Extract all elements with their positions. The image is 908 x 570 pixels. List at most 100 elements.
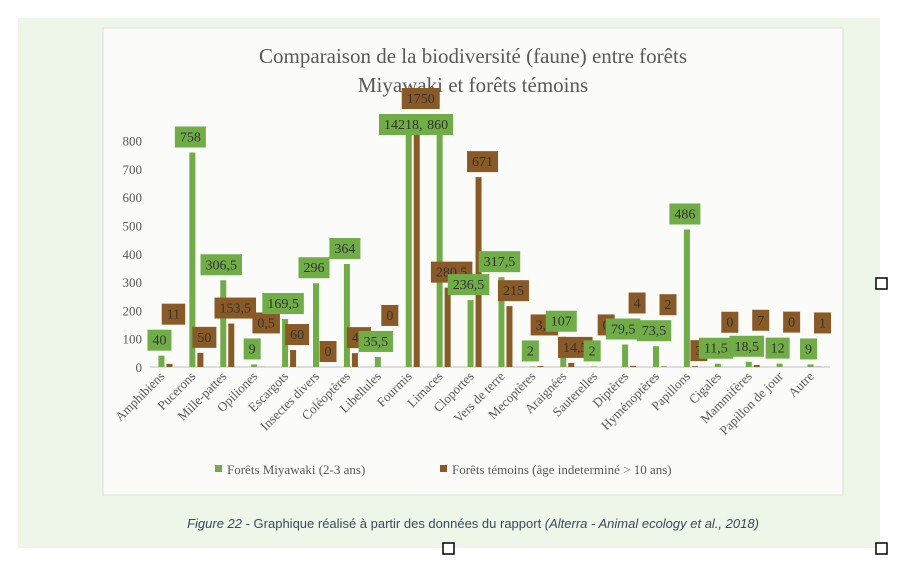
bar bbox=[405, 118, 412, 367]
bar bbox=[444, 287, 451, 367]
data-label-box bbox=[298, 257, 330, 279]
data-label: 1750 bbox=[401, 88, 440, 109]
data-label-text: 40 bbox=[152, 334, 166, 349]
data-label-text: 758 bbox=[180, 131, 201, 146]
data-label-box bbox=[800, 338, 818, 360]
data-label: 12 bbox=[765, 337, 790, 359]
data-label: 296 bbox=[298, 257, 330, 279]
bar bbox=[158, 355, 165, 367]
y-tick-label: 600 bbox=[123, 190, 143, 205]
data-label-text: 35,5 bbox=[364, 335, 389, 350]
data-label-box bbox=[783, 311, 801, 333]
data-label: 306,5 bbox=[200, 254, 243, 276]
data-label-box bbox=[636, 320, 672, 342]
data-label-text: 50 bbox=[197, 331, 211, 346]
bar bbox=[374, 356, 381, 367]
data-label-box bbox=[628, 292, 646, 314]
data-label-box bbox=[252, 312, 280, 334]
bar bbox=[220, 280, 227, 367]
bar bbox=[506, 306, 513, 367]
data-label: 79,5 bbox=[605, 318, 641, 340]
data-label-box bbox=[147, 329, 172, 351]
data-label-box bbox=[200, 254, 243, 276]
bar bbox=[290, 350, 297, 367]
data-label-box bbox=[545, 310, 577, 332]
legend-label: Forêts témoins (âge indeterminé > 10 ans… bbox=[452, 462, 672, 477]
data-label: 11,5 bbox=[698, 337, 733, 359]
data-label-text: 0 bbox=[386, 309, 393, 324]
data-label-box bbox=[467, 151, 499, 173]
data-label-text: 296 bbox=[304, 261, 325, 276]
data-label-box bbox=[262, 293, 304, 315]
data-label-box bbox=[659, 294, 677, 316]
y-tick-label: 300 bbox=[123, 275, 143, 290]
bar bbox=[753, 365, 760, 367]
data-label-text: 11,5 bbox=[704, 342, 728, 357]
data-label: 236,5 bbox=[447, 274, 490, 296]
data-label: 0 bbox=[319, 341, 337, 362]
data-label: 0 bbox=[381, 304, 399, 326]
data-label: 35,5 bbox=[358, 330, 394, 352]
bar bbox=[228, 323, 235, 367]
bar bbox=[413, 118, 420, 368]
data-label-box bbox=[378, 114, 435, 135]
data-label: 14218,5 bbox=[378, 114, 435, 135]
data-label-text: 860 bbox=[427, 118, 448, 133]
data-label-box bbox=[752, 309, 770, 331]
data-label-text: 9 bbox=[805, 342, 812, 357]
data-label-text: 11 bbox=[167, 308, 180, 323]
data-label: 60 bbox=[285, 324, 310, 346]
data-label: 4 bbox=[628, 292, 646, 314]
data-label-text: 364 bbox=[334, 242, 355, 257]
bar bbox=[630, 365, 637, 367]
bar bbox=[691, 366, 698, 367]
data-label-text: 2 bbox=[589, 344, 596, 359]
data-label: 671 bbox=[467, 151, 499, 173]
data-label: 169,5 bbox=[262, 293, 304, 315]
data-label: 73,5 bbox=[636, 320, 672, 342]
data-label-box bbox=[192, 326, 217, 348]
caption: Figure 22 - Graphique réalisé à partir d… bbox=[187, 516, 759, 531]
bar bbox=[313, 283, 319, 367]
data-label-box bbox=[319, 341, 337, 362]
data-label-text: 79,5 bbox=[611, 323, 636, 338]
data-label-box bbox=[721, 311, 739, 333]
data-label-text: 14218,5 bbox=[384, 118, 430, 133]
data-label-text: 215 bbox=[503, 284, 524, 299]
data-label: 153,5 bbox=[214, 297, 257, 319]
handle[interactable] bbox=[442, 542, 455, 555]
data-label-text: 107 bbox=[551, 315, 572, 330]
bar bbox=[498, 277, 505, 367]
bar bbox=[436, 123, 443, 367]
data-label-box bbox=[729, 335, 764, 357]
data-label: 9 bbox=[243, 338, 261, 360]
data-label-box bbox=[447, 274, 490, 296]
data-label: 18,5 bbox=[729, 335, 764, 357]
data-label-text: 671 bbox=[472, 155, 493, 170]
data-label-text: 12 bbox=[771, 342, 785, 357]
data-label: 215 bbox=[497, 280, 529, 302]
data-label-box bbox=[521, 340, 539, 362]
handle[interactable] bbox=[875, 277, 888, 290]
data-label-text: 1750 bbox=[407, 92, 435, 107]
data-label: 9 bbox=[800, 338, 818, 360]
bar bbox=[653, 346, 659, 367]
data-label-text: 0 bbox=[726, 316, 733, 331]
data-label-text: 2 bbox=[527, 344, 534, 359]
data-label-text: 317,5 bbox=[484, 255, 516, 270]
data-label: 50 bbox=[192, 326, 217, 348]
bar bbox=[807, 364, 814, 367]
legend-label: Forêts Miyawaki (2-3 ans) bbox=[227, 462, 365, 477]
handle[interactable] bbox=[875, 542, 888, 555]
bar bbox=[351, 353, 358, 367]
bar bbox=[745, 361, 752, 367]
value-labels: 401175850306,5153,590,5169,5602960364493… bbox=[147, 88, 832, 362]
data-label-box bbox=[497, 280, 529, 302]
data-label-text: 4 bbox=[634, 297, 641, 312]
data-label-text: 153,5 bbox=[220, 302, 252, 317]
data-label-box bbox=[814, 312, 832, 334]
bar bbox=[622, 344, 629, 367]
data-label-box bbox=[358, 330, 394, 352]
data-label: 2 bbox=[659, 294, 677, 316]
data-label-box bbox=[174, 126, 206, 148]
